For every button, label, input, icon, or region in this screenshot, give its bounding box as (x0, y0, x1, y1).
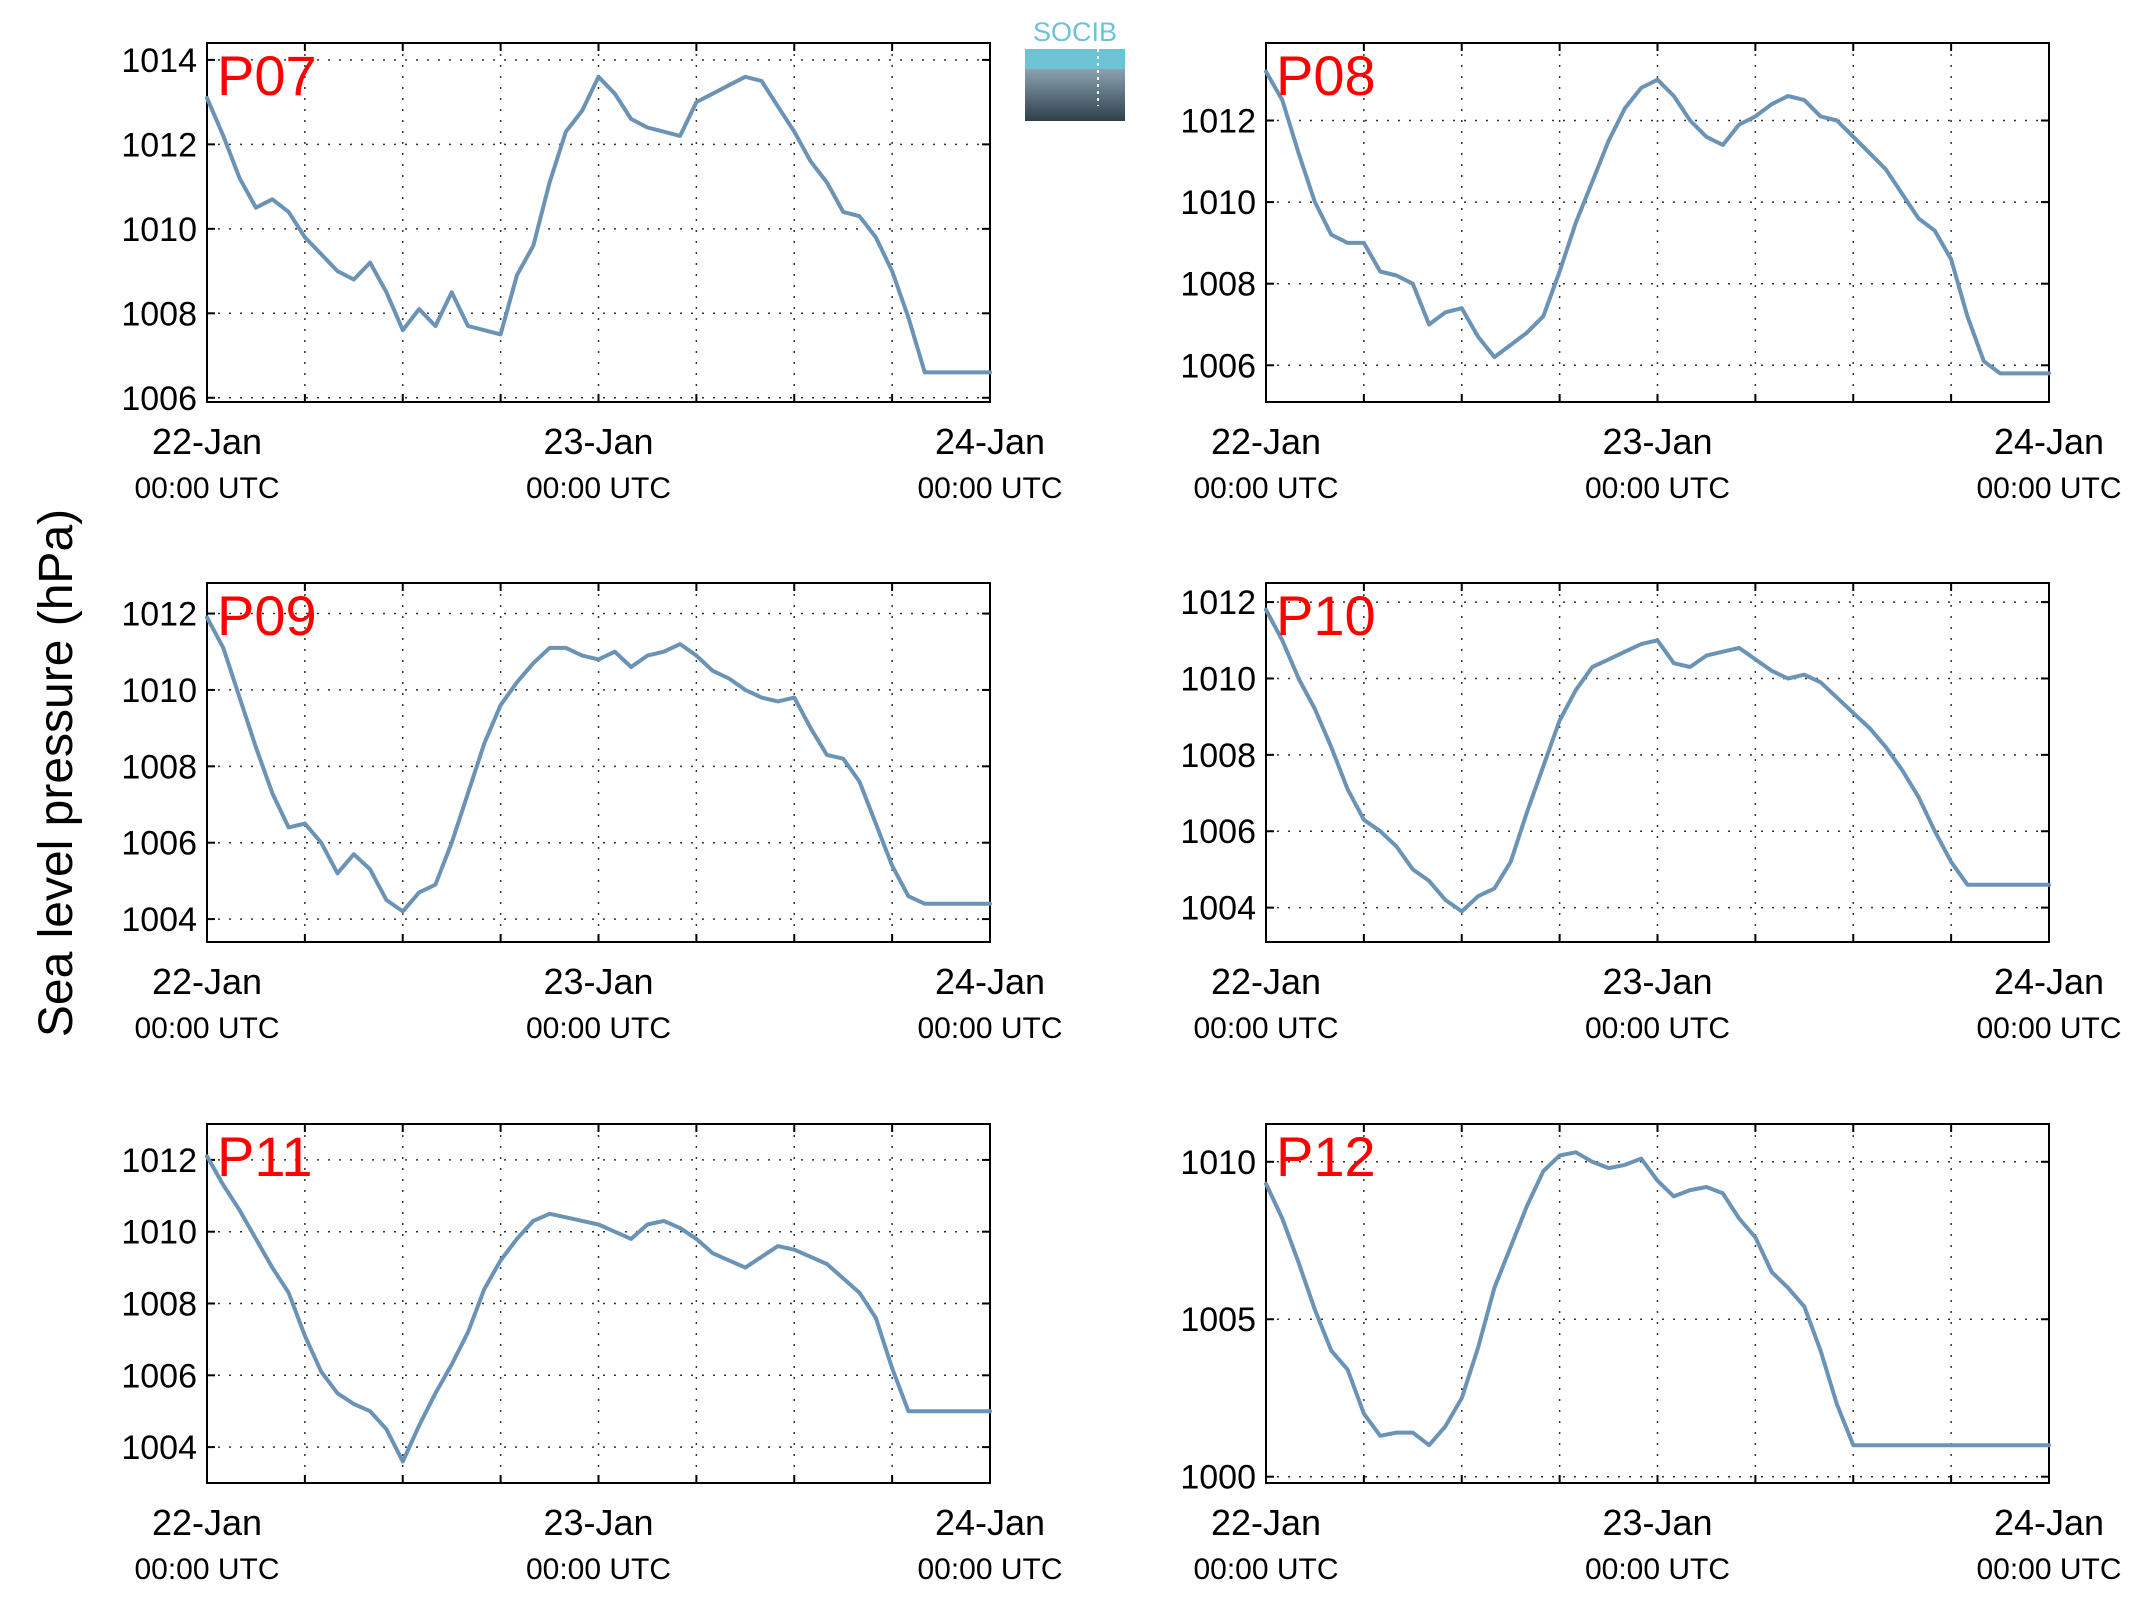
y-tick-label: 1006 (121, 380, 197, 418)
panel-p08: 1006 1008 1010 1012 22-Jan 00:00 UTC 23-Jan 00:… (1180, 42, 2122, 505)
x-tick-label: 22-Jan (152, 1502, 262, 1543)
series-line (1264, 1150, 2051, 1448)
series-line (205, 74, 992, 375)
x-tick-sublabel: 00:00 UTC (1976, 472, 2121, 505)
y-tick-label: 1000 (1180, 1459, 1256, 1497)
x-tick-label: 22-Jan (152, 421, 262, 462)
x-tick-label: 23-Jan (1602, 1502, 1712, 1543)
logo-text: SOCIB (1033, 17, 1117, 47)
x-tick-label: 24-Jan (1994, 421, 2104, 462)
panel-p11: 1004 1006 1008 1010 1012 22-Jan 00:00 UTC 23-Ja… (121, 1123, 1063, 1586)
x-tick-label: 23-Jan (543, 421, 653, 462)
y-tick-label: 1006 (121, 825, 197, 863)
x-tick-sublabel: 00:00 UTC (134, 1012, 279, 1045)
x-tick-sublabel: 00:00 UTC (1585, 1012, 1730, 1045)
y-tick-label: 1008 (121, 1286, 197, 1324)
x-tick-label: 24-Jan (1994, 1502, 2104, 1543)
plot-frame (206, 42, 991, 403)
y-tick-label: 1012 (1180, 103, 1256, 141)
series-line (205, 615, 992, 914)
y-axis-label: Sea level pressure (hPa) (30, 509, 83, 1037)
x-tick-label: 23-Jan (1602, 421, 1712, 462)
series-line (1264, 69, 2051, 376)
y-tick-label: 1010 (121, 1214, 197, 1252)
x-tick-sublabel: 00:00 UTC (1193, 1553, 1338, 1586)
x-tick-sublabel: 00:00 UTC (917, 1012, 1062, 1045)
plot-frame (206, 1123, 991, 1484)
y-tick-label: 1014 (121, 42, 197, 80)
x-tick-label: 24-Jan (935, 421, 1045, 462)
y-tick-label: 1010 (1180, 660, 1256, 698)
x-tick-label: 22-Jan (1211, 961, 1321, 1002)
plot-frame (1265, 582, 2050, 943)
y-tick-label: 1010 (121, 211, 197, 249)
y-tick-label: 1010 (1180, 184, 1256, 222)
y-tick-label: 1004 (1180, 890, 1256, 928)
socib-logo: SOCIB (1025, 16, 1125, 122)
x-tick-sublabel: 00:00 UTC (1976, 1553, 2121, 1586)
series-line (205, 1154, 992, 1464)
x-tick-label: 22-Jan (1211, 421, 1321, 462)
y-tick-label: 1010 (1180, 1144, 1256, 1182)
y-tick-label: 1004 (121, 901, 197, 939)
x-tick-label: 23-Jan (543, 961, 653, 1002)
panel-p09: 1004 1006 1008 1010 1012 22-Jan 00:00 UTC 23-Ja… (121, 582, 1063, 1045)
station-label: P08 (1276, 44, 1376, 107)
x-tick-sublabel: 00:00 UTC (1193, 1012, 1338, 1045)
station-label: P12 (1276, 1125, 1376, 1188)
y-tick-label: 1005 (1180, 1301, 1256, 1339)
x-tick-sublabel: 00:00 UTC (1193, 472, 1338, 505)
x-tick-label: 23-Jan (543, 1502, 653, 1543)
station-label: P11 (217, 1125, 312, 1188)
x-tick-sublabel: 00:00 UTC (134, 472, 279, 505)
station-label: P10 (1276, 584, 1376, 647)
x-tick-sublabel: 00:00 UTC (1976, 1012, 2121, 1045)
x-tick-sublabel: 00:00 UTC (1585, 1553, 1730, 1586)
y-tick-label: 1008 (121, 748, 197, 786)
x-tick-sublabel: 00:00 UTC (526, 472, 671, 505)
y-tick-label: 1008 (121, 295, 197, 333)
y-tick-label: 1012 (1180, 584, 1256, 622)
panel-p10: 1004 1006 1008 1010 1012 22-Jan 00:00 UTC 23-Ja… (1180, 582, 2122, 1045)
y-tick-label: 1004 (121, 1429, 197, 1467)
x-tick-label: 24-Jan (935, 961, 1045, 1002)
panel-p12: 1000 1005 1010 22-Jan 00:00 UTC 23-Jan 00:00 U… (1180, 1123, 2122, 1586)
x-tick-sublabel: 00:00 UTC (1585, 472, 1730, 505)
x-tick-label: 23-Jan (1602, 961, 1712, 1002)
y-tick-label: 1006 (1180, 347, 1256, 385)
y-tick-label: 1008 (1180, 737, 1256, 775)
y-tick-label: 1012 (121, 1142, 197, 1180)
x-tick-sublabel: 00:00 UTC (917, 1553, 1062, 1586)
panels-group: 1006 1008 1010 1012 1014 22-Jan 00:00 UTC 23-Ja… (121, 42, 2121, 1586)
x-tick-label: 24-Jan (935, 1502, 1045, 1543)
station-label: P09 (217, 584, 317, 647)
station-label: P07 (217, 44, 317, 107)
x-tick-sublabel: 00:00 UTC (134, 1553, 279, 1586)
plot-frame (206, 582, 991, 943)
panel-p07: 1006 1008 1010 1012 1014 22-Jan 00:00 UTC 23-Ja… (121, 42, 1062, 505)
x-tick-label: 22-Jan (152, 961, 262, 1002)
x-tick-label: 24-Jan (1994, 961, 2104, 1002)
y-tick-label: 1012 (121, 126, 197, 164)
y-tick-label: 1008 (1180, 266, 1256, 304)
y-tick-label: 1010 (121, 672, 197, 710)
y-tick-label: 1006 (121, 1357, 197, 1395)
y-tick-label: 1012 (121, 596, 197, 634)
x-tick-sublabel: 00:00 UTC (526, 1553, 671, 1586)
plot-frame (1265, 42, 2050, 403)
x-tick-label: 22-Jan (1211, 1502, 1321, 1543)
y-tick-label: 1006 (1180, 813, 1256, 851)
x-tick-sublabel: 00:00 UTC (526, 1012, 671, 1045)
series-line (1264, 607, 2051, 914)
x-tick-sublabel: 00:00 UTC (917, 472, 1062, 505)
